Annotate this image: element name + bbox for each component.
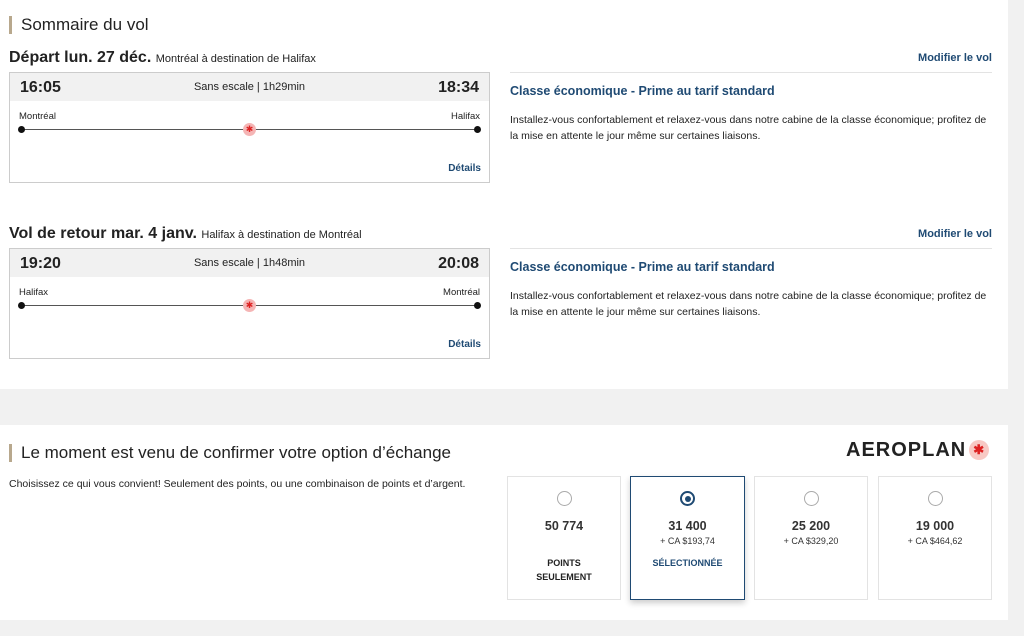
exchange-option[interactable]: 19 000 + CA $464,62 [878, 476, 992, 600]
cabin-description: Installez-vous confortablement et relaxe… [510, 114, 987, 142]
cash-value: + CA $464,62 [907, 536, 963, 546]
origin-city: Halifax [19, 287, 49, 298]
modify-flight-link[interactable]: Modifier le vol [918, 228, 992, 240]
cash-value: + CA $329,20 [783, 536, 839, 546]
section-title: Sommaire du vol [9, 16, 149, 34]
leg-date: Vol de retour mar. 4 janv. [9, 225, 197, 242]
aeroplan-logo: AEROPLAN ✱ [846, 439, 990, 462]
maple-leaf-icon: ✱ [243, 123, 256, 136]
arrival-time: 18:34 [438, 79, 479, 96]
destination-dot [474, 126, 481, 133]
radio-button[interactable] [927, 491, 943, 506]
option-label: SÉLECTIONNÉE [652, 558, 723, 568]
flight-card: 16:05 Sans escale | 1h29min 18:34 Montréal… [9, 72, 490, 183]
flight-info: Sans escale | 1h29min [193, 81, 306, 93]
leg-route: Montréal à destination de Halifax [155, 53, 316, 65]
flight-card: 19:20 Sans escale | 1h48min 20:08 Halifax M… [9, 248, 490, 359]
leg-date: Départ lun. 27 déc. [9, 49, 152, 66]
cash-value: + CA $193,74 [660, 536, 715, 546]
maple-leaf-icon: ✱ [243, 299, 256, 312]
destination-dot [474, 302, 481, 309]
section-title: Le moment est venu de confirmer votre op… [9, 444, 451, 462]
origin-dot [18, 126, 25, 133]
leg-heading: Vol de retour mar. 4 janv. Halifax à des… [9, 225, 362, 243]
exchange-option[interactable]: 50 774 POINTS SEULEMENT [507, 476, 621, 600]
option-label: POINTS SEULEMENT [536, 558, 592, 582]
cabin-title: Classe économique - Prime au tarif stand… [510, 260, 775, 274]
radio-button[interactable] [803, 491, 819, 506]
exchange-option[interactable]: 31 400 + CA $193,74 SÉLECTIONNÉE [630, 476, 745, 600]
departure-time: 16:05 [20, 79, 61, 96]
cabin-info: Classe économique - Prime au tarif stand… [510, 72, 992, 144]
details-link[interactable]: Détails [448, 339, 481, 350]
leg-heading: Départ lun. 27 déc. Montréal à destinati… [9, 49, 316, 67]
destination-city: Montréal [443, 287, 480, 298]
cabin-title: Classe économique - Prime au tarif stand… [510, 84, 775, 98]
points-value: 50 774 [544, 519, 584, 533]
cabin-description: Installez-vous confortablement et relaxe… [510, 290, 987, 318]
arrival-time: 20:08 [438, 255, 479, 272]
logo-text: AEROPLAN [846, 439, 967, 461]
points-value: 31 400 [668, 519, 707, 533]
exchange-description: Choisissez ce qui vous convient! Seuleme… [9, 478, 466, 490]
modify-flight-link[interactable]: Modifier le vol [918, 52, 992, 64]
leg-route: Halifax à destination de Montréal [201, 229, 362, 241]
exchange-option-card: Le moment est venu de confirmer votre op… [0, 425, 1008, 620]
origin-city: Montréal [19, 111, 56, 122]
points-value: 19 000 [915, 519, 955, 533]
exchange-option[interactable]: 25 200 + CA $329,20 [754, 476, 868, 600]
origin-dot [18, 302, 25, 309]
maple-leaf-icon: ✱ [969, 440, 990, 460]
points-value: 25 200 [791, 519, 831, 533]
details-link[interactable]: Détails [448, 163, 481, 174]
cabin-info: Classe économique - Prime au tarif stand… [510, 248, 992, 320]
flight-summary-card: Sommaire du vol Départ lun. 27 déc. Mont… [0, 0, 1008, 389]
destination-city: Halifax [450, 111, 480, 122]
radio-button[interactable] [680, 491, 695, 506]
radio-button[interactable] [556, 491, 572, 506]
departure-time: 19:20 [20, 255, 61, 272]
flight-info: Sans escale | 1h48min [193, 257, 306, 269]
